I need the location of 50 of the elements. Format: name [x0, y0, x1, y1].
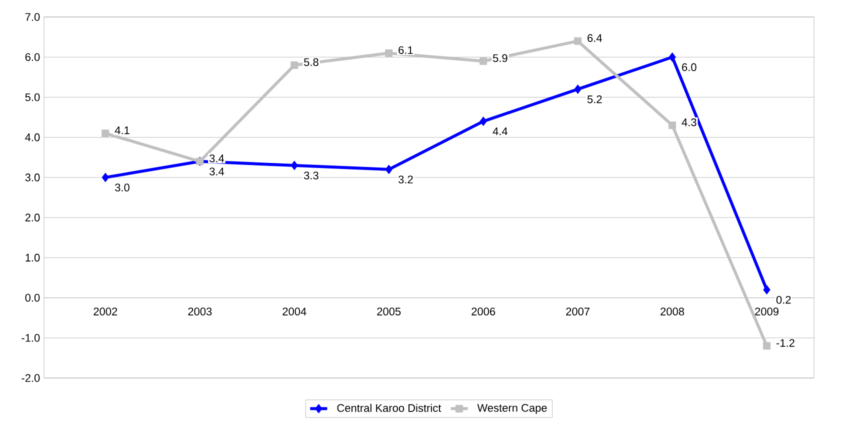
point [480, 57, 488, 65]
data-label: 5.9 [492, 54, 508, 62]
point [763, 285, 770, 295]
point [480, 116, 487, 126]
y-tick-label: -2.0 [22, 374, 40, 382]
point [385, 49, 393, 57]
x-tick-label: 2009 [755, 308, 778, 316]
y-tick-label: 5.0 [25, 93, 40, 102]
data-label: 3.0 [115, 184, 130, 192]
x-tick-label: 2007 [566, 308, 590, 316]
x-tick-label: 2003 [188, 308, 212, 316]
data-label: 5.2 [587, 95, 602, 104]
point [668, 122, 676, 130]
x-tick-label: 2006 [472, 308, 496, 316]
data-label: 5.8 [304, 58, 318, 66]
data-label: 4.1 [114, 126, 130, 134]
data-label: 6.4 [588, 34, 602, 42]
point [574, 84, 582, 94]
y-tick-label: 7.0 [25, 13, 40, 21]
data-label: 0.2 [776, 296, 791, 304]
point [668, 52, 676, 62]
y-tick-label: 6.0 [25, 53, 40, 62]
point [385, 164, 392, 174]
x-tick-label: 2002 [94, 308, 118, 316]
point [290, 160, 298, 170]
legend-label: Central Karoo District [337, 404, 442, 412]
point [763, 342, 771, 350]
data-label: 3.2 [398, 176, 413, 184]
data-label: 3.3 [304, 172, 318, 180]
x-tick-label: 2008 [660, 308, 684, 316]
data-label: 6.0 [682, 63, 696, 72]
data-label: 6.1 [398, 46, 413, 54]
point [102, 172, 110, 182]
point [290, 61, 298, 69]
data-label: -1.2 [776, 339, 794, 347]
y-tick-label: 1.0 [26, 254, 40, 262]
data-label: 3.4 [210, 168, 224, 176]
x-tick-label: 2004 [282, 308, 306, 316]
data-label: 4.4 [492, 128, 508, 136]
y-tick-label: 2.0 [25, 214, 40, 222]
y-tick-label: 4.0 [25, 133, 40, 142]
x-tick-label: 2005 [377, 308, 401, 316]
point [102, 130, 110, 138]
point [574, 37, 582, 45]
data-label: 3.4 [210, 154, 224, 162]
y-tick-label: 3.0 [25, 174, 40, 182]
y-tick-label: 0.0 [25, 294, 40, 302]
legend-label: Western Cape [477, 404, 547, 414]
y-tick-label: -1.0 [22, 334, 40, 342]
data-label: 4.3 [682, 118, 696, 126]
